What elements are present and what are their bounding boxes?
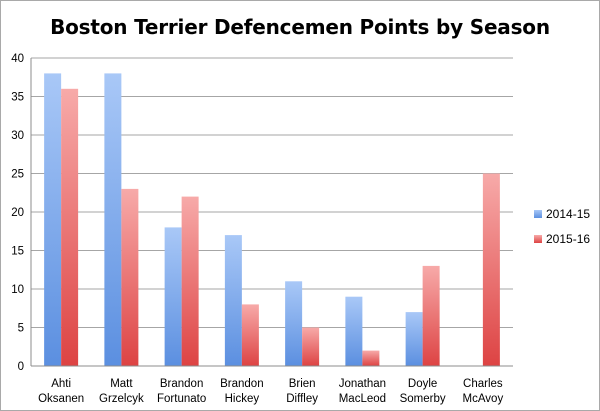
y-tick-label: 40 [11, 53, 24, 65]
y-tick-label: 5 [18, 323, 24, 335]
bar-2015-16 [302, 327, 320, 366]
x-tick-label: Doyle [408, 378, 437, 390]
bar-2015-16 [482, 173, 500, 366]
x-tick-label: Somerby [400, 393, 446, 405]
x-tick-label: Jonathan [339, 378, 386, 390]
y-tick-label: 15 [11, 246, 24, 258]
x-tick-label: Hickey [225, 393, 260, 405]
bar-2014-15 [104, 73, 122, 367]
bar-2014-15 [224, 235, 242, 366]
x-tick-label: McAvoy [463, 393, 504, 405]
bar-2014-15 [345, 296, 363, 366]
bar-2015-16 [362, 350, 380, 366]
x-tick-label: Charles [463, 378, 503, 390]
bar-2015-16 [181, 196, 199, 366]
legend-swatch [534, 235, 542, 243]
bar-2015-16 [61, 88, 79, 367]
bar-2014-15 [405, 312, 423, 366]
legend-label: 2015-16 [546, 232, 590, 246]
x-tick-label: Oksanen [38, 393, 84, 405]
y-tick-label: 25 [11, 169, 24, 181]
x-tick-label: Brandon [220, 378, 263, 390]
x-tick-label: Grzelcyk [99, 393, 144, 405]
bar-2015-16 [121, 188, 139, 366]
bar-2014-15 [164, 227, 182, 366]
chart-title: Boston Terrier Defencemen Points by Seas… [50, 15, 550, 39]
x-tick-label: Matt [110, 378, 133, 390]
y-tick-label: 0 [18, 361, 24, 373]
y-tick-label: 30 [11, 130, 24, 142]
y-tick-label: 35 [11, 92, 24, 104]
x-tick-label: Brandon [160, 378, 203, 390]
bar-2015-16 [241, 304, 259, 366]
x-tick-label: Diffley [286, 393, 318, 405]
x-tick-label: Fortunato [157, 393, 206, 405]
x-tick-label: Ahti [51, 378, 71, 390]
bar-2015-16 [422, 265, 440, 366]
x-tick-label: Brien [289, 378, 316, 390]
x-tick-label: MacLeod [339, 393, 386, 405]
bar-2014-15 [285, 281, 303, 366]
legend-label: 2014-15 [546, 207, 590, 221]
y-tick-label: 10 [11, 284, 24, 296]
bar-2014-15 [44, 73, 62, 367]
legend-swatch [534, 210, 542, 218]
y-tick-label: 20 [11, 207, 24, 219]
